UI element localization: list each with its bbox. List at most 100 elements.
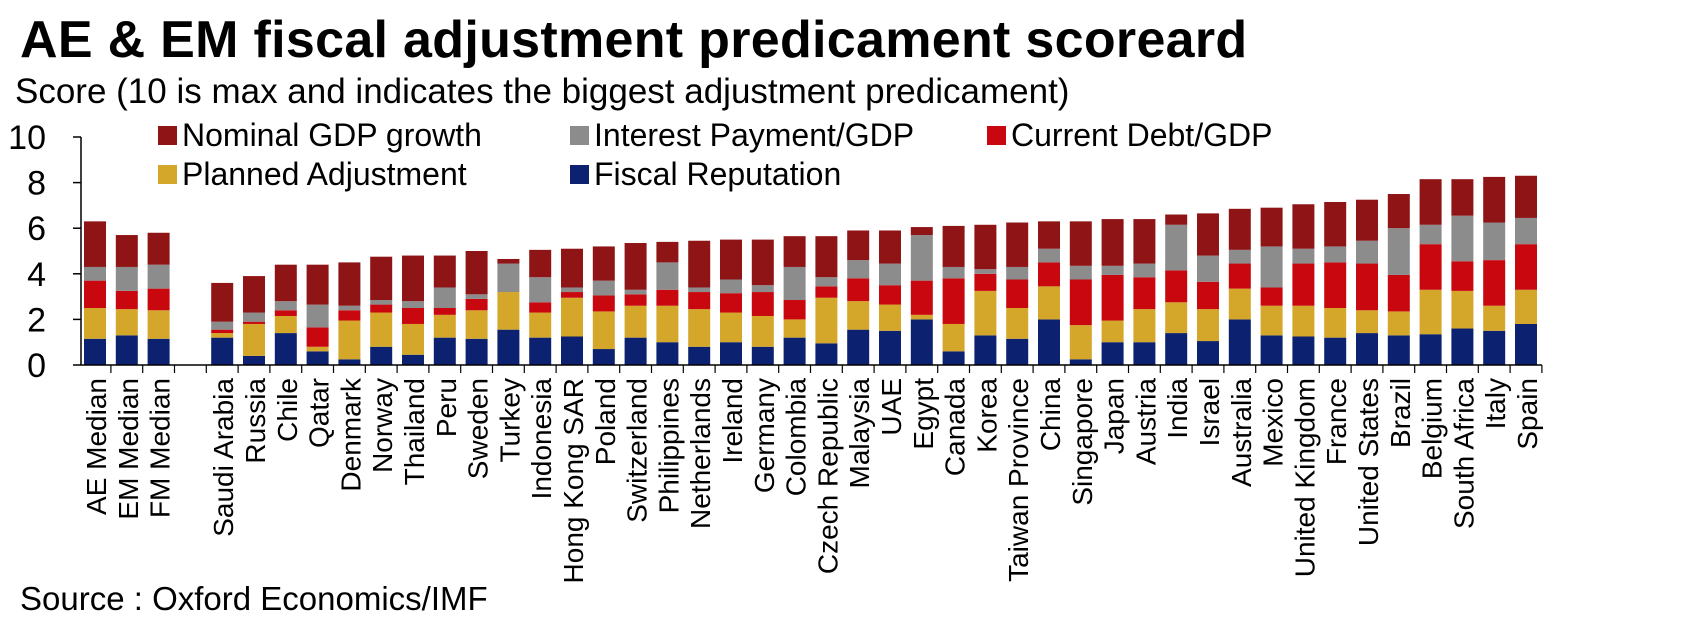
bar-current-debt-gdp-netherlands bbox=[688, 292, 711, 310]
bar-current-debt-gdp-israel bbox=[1197, 281, 1219, 310]
x-tick-label-indonesia: Indonesia bbox=[526, 378, 557, 500]
bar-interest-payment-gdp-uae bbox=[879, 263, 901, 286]
y-tick-label: 0 bbox=[27, 347, 46, 385]
y-tick-label: 2 bbox=[27, 301, 46, 339]
bar-current-debt-gdp-czech-republic bbox=[815, 286, 838, 298]
bar-fiscal-reputation-malaysia bbox=[847, 329, 870, 365]
bar-interest-payment-gdp-israel bbox=[1197, 255, 1219, 282]
bar-planned-adjustment-fm-median bbox=[147, 310, 170, 339]
bar-current-debt-gdp-taiwan-province bbox=[1006, 279, 1029, 308]
bar-interest-payment-gdp-russia bbox=[243, 312, 265, 322]
x-tick-label-australia: Australia bbox=[1226, 378, 1257, 487]
bar-current-debt-gdp-colombia bbox=[783, 300, 806, 320]
bar-planned-adjustment-india bbox=[1165, 302, 1188, 334]
bar-fiscal-reputation-em-median bbox=[115, 335, 138, 365]
bar-fiscal-reputation-belgium bbox=[1419, 334, 1442, 365]
bar-nominal-gdp-growth-brazil bbox=[1387, 194, 1410, 229]
x-tick-label-egypt: Egypt bbox=[908, 378, 939, 450]
bar-interest-payment-gdp-ae-median bbox=[84, 266, 106, 281]
bar-interest-payment-gdp-france bbox=[1324, 246, 1347, 263]
x-tick-label-france: France bbox=[1321, 378, 1352, 465]
bar-nominal-gdp-growth-south-africa bbox=[1451, 179, 1474, 216]
bar-fiscal-reputation-netherlands bbox=[688, 346, 711, 365]
legend-label-nominal-gdp-growth: Nominal GDP growth bbox=[182, 117, 482, 153]
bar-current-debt-gdp-ireland bbox=[720, 293, 742, 313]
x-tick-label-brazil: Brazil bbox=[1385, 378, 1416, 448]
bar-planned-adjustment-taiwan-province bbox=[1006, 308, 1029, 339]
bar-nominal-gdp-growth-chile bbox=[274, 264, 297, 302]
x-tick-label-em-median: EM Median bbox=[113, 378, 144, 520]
bar-interest-payment-gdp-colombia bbox=[783, 266, 806, 301]
bar-current-debt-gdp-sweden bbox=[465, 298, 488, 311]
bar-current-debt-gdp-fm-median bbox=[147, 288, 170, 311]
bar-planned-adjustment-denmark bbox=[338, 320, 361, 360]
x-tick-label-ireland: Ireland bbox=[717, 378, 748, 464]
bar-nominal-gdp-growth-switzerland bbox=[624, 243, 647, 290]
bar-fiscal-reputation-brazil bbox=[1387, 335, 1410, 365]
bar-fiscal-reputation-israel bbox=[1197, 341, 1219, 365]
bar-current-debt-gdp-chile bbox=[274, 310, 297, 316]
bar-nominal-gdp-growth-germany bbox=[751, 239, 774, 286]
bar-interest-payment-gdp-australia bbox=[1228, 249, 1251, 264]
x-tick-label-canada: Canada bbox=[940, 378, 971, 477]
bar-current-debt-gdp-canada bbox=[942, 278, 965, 324]
bar-planned-adjustment-philippines bbox=[656, 305, 679, 343]
bar-nominal-gdp-growth-peru bbox=[433, 255, 456, 288]
bar-interest-payment-gdp-italy bbox=[1483, 222, 1506, 261]
bar-fiscal-reputation-saudi-arabia bbox=[211, 337, 234, 365]
bar-interest-payment-gdp-peru bbox=[433, 287, 456, 308]
bar-fiscal-reputation-uae bbox=[879, 330, 901, 365]
bar-nominal-gdp-growth-thailand bbox=[402, 255, 424, 302]
bar-current-debt-gdp-indonesia bbox=[529, 302, 552, 313]
bar-interest-payment-gdp-netherlands bbox=[688, 287, 711, 293]
bar-current-debt-gdp-korea bbox=[974, 273, 997, 291]
y-tick-label: 6 bbox=[27, 210, 46, 248]
bar-nominal-gdp-growth-uae bbox=[879, 230, 901, 264]
bar-current-debt-gdp-peru bbox=[433, 308, 456, 315]
bar-interest-payment-gdp-sweden bbox=[465, 294, 488, 299]
x-tick-label-israel: Israel bbox=[1194, 378, 1225, 446]
bar-interest-payment-gdp-brazil bbox=[1387, 228, 1410, 275]
bar-interest-payment-gdp-singapore bbox=[1069, 265, 1092, 280]
bar-nominal-gdp-growth-fm-median bbox=[147, 232, 170, 265]
bar-planned-adjustment-south-africa bbox=[1451, 290, 1474, 329]
x-tick-label-ae-median: AE Median bbox=[81, 378, 112, 515]
bar-planned-adjustment-brazil bbox=[1387, 311, 1410, 336]
source-note: Source : Oxford Economics/IMF bbox=[20, 580, 488, 617]
bar-current-debt-gdp-india bbox=[1165, 270, 1188, 303]
bar-nominal-gdp-growth-india bbox=[1165, 214, 1188, 225]
bar-interest-payment-gdp-switzerland bbox=[624, 289, 647, 295]
bar-fiscal-reputation-mexico bbox=[1260, 335, 1283, 365]
bar-interest-payment-gdp-czech-republic bbox=[815, 277, 838, 287]
bar-current-debt-gdp-saudi-arabia bbox=[211, 329, 234, 334]
bar-interest-payment-gdp-malaysia bbox=[847, 260, 870, 279]
x-tick-label-india: India bbox=[1162, 378, 1193, 439]
bar-planned-adjustment-chile bbox=[274, 315, 297, 334]
bar-fiscal-reputation-fm-median bbox=[147, 338, 170, 365]
x-tick-label-chile: Chile bbox=[272, 378, 303, 442]
bar-planned-adjustment-em-median bbox=[115, 309, 138, 336]
y-tick-label: 4 bbox=[27, 256, 46, 294]
bar-fiscal-reputation-egypt bbox=[910, 319, 933, 365]
x-tick-label-poland: Poland bbox=[590, 378, 621, 465]
bar-interest-payment-gdp-canada bbox=[942, 266, 965, 279]
bar-interest-payment-gdp-korea bbox=[974, 269, 997, 274]
bar-interest-payment-gdp-united-states bbox=[1356, 240, 1378, 264]
x-tick-label-china: China bbox=[1035, 378, 1066, 452]
bar-interest-payment-gdp-taiwan-province bbox=[1006, 266, 1029, 280]
bar-current-debt-gdp-philippines bbox=[656, 289, 679, 306]
legend-swatch-current-debt-gdp bbox=[987, 126, 1006, 145]
bar-fiscal-reputation-russia bbox=[243, 355, 265, 365]
bar-fiscal-reputation-japan bbox=[1101, 342, 1124, 365]
x-tick-label-switzerland: Switzerland bbox=[622, 378, 653, 523]
bar-nominal-gdp-growth-em-median bbox=[115, 235, 138, 267]
bar-current-debt-gdp-qatar bbox=[306, 327, 329, 347]
bar-nominal-gdp-growth-spain bbox=[1515, 175, 1537, 218]
x-tick-label-turkey: Turkey bbox=[494, 378, 525, 463]
bar-fiscal-reputation-korea bbox=[974, 335, 997, 365]
x-tick-label-mexico: Mexico bbox=[1258, 378, 1289, 467]
bar-fiscal-reputation-poland bbox=[592, 349, 615, 365]
legend-label-current-debt-gdp: Current Debt/GDP bbox=[1011, 117, 1272, 153]
bar-fiscal-reputation-hong-kong-sar bbox=[561, 336, 583, 365]
bar-interest-payment-gdp-united-kingdom bbox=[1292, 248, 1315, 264]
